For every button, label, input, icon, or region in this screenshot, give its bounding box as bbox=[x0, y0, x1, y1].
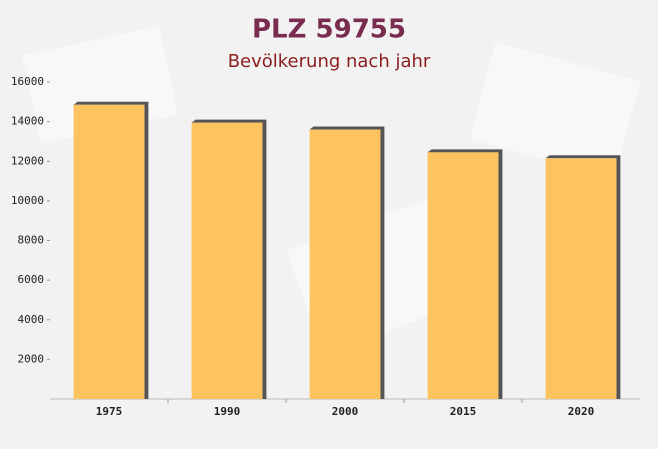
y-tick-label: 16000 bbox=[11, 75, 44, 88]
bg-decoration bbox=[469, 42, 641, 178]
x-tick-label: 2020 bbox=[568, 405, 595, 418]
bar bbox=[309, 129, 381, 400]
chart-title: PLZ 59755 bbox=[252, 15, 406, 45]
bar bbox=[427, 152, 499, 399]
bar bbox=[545, 158, 617, 399]
y-tick-label: 4000 bbox=[18, 313, 45, 326]
chart-subtitle: Bevölkerung nach jahr bbox=[228, 51, 431, 72]
x-tick-label: 2000 bbox=[332, 405, 359, 418]
x-tick-label: 1990 bbox=[214, 405, 241, 418]
x-tick-label: 1975 bbox=[96, 405, 123, 418]
y-tick-label: 12000 bbox=[11, 154, 44, 167]
y-tick-label: 6000 bbox=[18, 273, 45, 286]
y-tick-label: 10000 bbox=[11, 194, 44, 207]
y-tick-label: 2000 bbox=[18, 352, 45, 365]
y-tick-label: 8000 bbox=[18, 234, 45, 247]
y-tick-label: 14000 bbox=[11, 115, 44, 128]
x-tick-label: 2015 bbox=[450, 405, 477, 418]
bar bbox=[73, 104, 145, 400]
bar bbox=[191, 122, 263, 399]
